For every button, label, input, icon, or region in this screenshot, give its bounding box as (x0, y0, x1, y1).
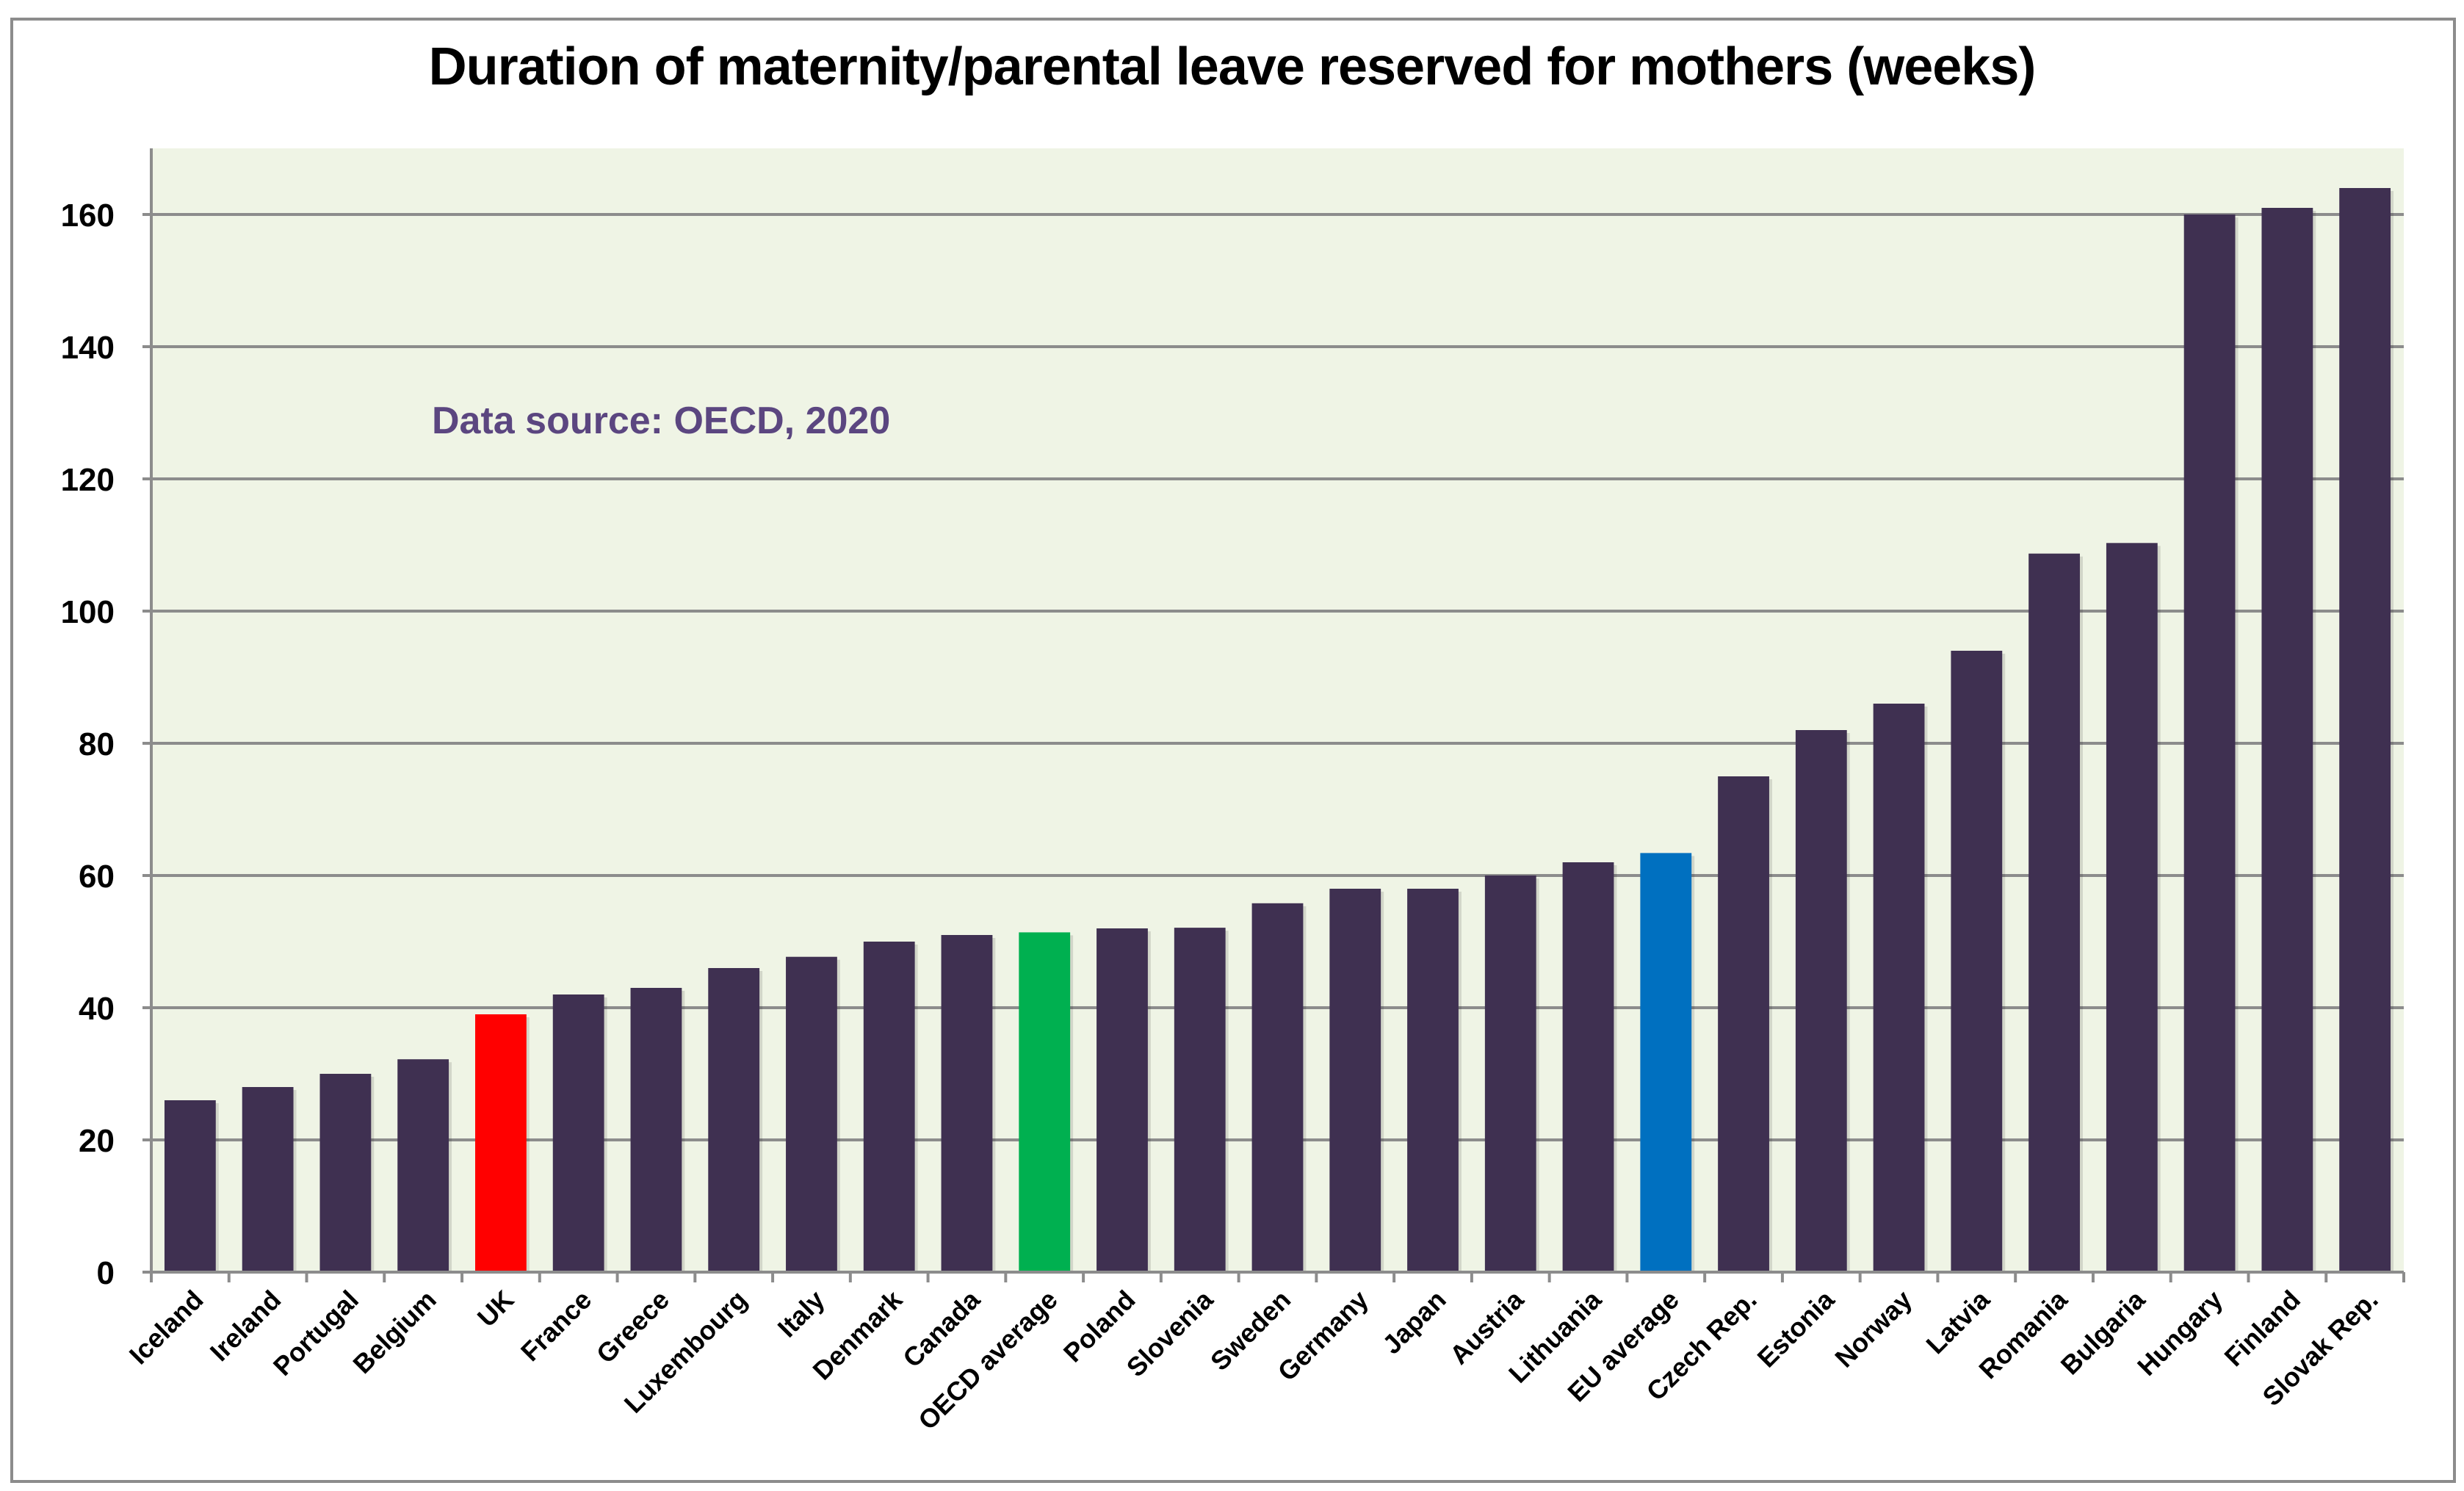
bar-iceland (164, 1100, 216, 1272)
y-tick-label: 100 (61, 594, 115, 630)
chart-title: Duration of maternity/parental leave res… (428, 37, 2037, 96)
x-tick-label: UK (472, 1285, 520, 1333)
y-tick-label: 0 (97, 1255, 115, 1291)
bar-france (552, 994, 604, 1272)
y-tick-label: 120 (61, 462, 115, 498)
bar-portugal (319, 1074, 372, 1272)
x-tick-label: Slovenia (1121, 1284, 1219, 1382)
bar-oecd-average (1019, 932, 1071, 1272)
bar-greece (630, 988, 682, 1272)
y-tick-label: 80 (79, 726, 115, 762)
bar-slovenia (1174, 928, 1226, 1272)
bars (164, 188, 2394, 1272)
y-tick-label: 140 (61, 330, 115, 366)
x-tick-label: OECD average (912, 1285, 1063, 1436)
bar-estonia (1795, 730, 1847, 1272)
x-tick-label: Iceland (123, 1285, 209, 1371)
bar-romania (2028, 553, 2080, 1272)
bar-luxembourg (708, 968, 760, 1272)
bar-finland (2261, 208, 2313, 1272)
bar-lithuania (1562, 862, 1614, 1272)
y-tick-label: 60 (79, 859, 115, 895)
bar-eu-average (1640, 853, 1692, 1272)
y-tick-label: 160 (61, 198, 115, 234)
y-axis-ticks: 0 20 40 60 80 100 120 140 160 (61, 198, 151, 1291)
bar-poland (1096, 928, 1148, 1272)
bar-bulgaria (2106, 543, 2158, 1272)
x-tick-label: Hungary (2131, 1285, 2228, 1382)
bar-austria (1484, 876, 1536, 1272)
x-tick-label: Portugal (267, 1285, 364, 1382)
x-tick-label: France (515, 1285, 597, 1367)
x-tick-label: Norway (1829, 1285, 1918, 1373)
bar-canada (941, 935, 993, 1272)
gridlines (151, 213, 2404, 1141)
bar-belgium (397, 1059, 449, 1272)
x-tick-label: Belgium (347, 1285, 441, 1379)
y-tick-label: 20 (79, 1123, 115, 1159)
x-axis-ticks (150, 1272, 2405, 1282)
x-tick-label: Latvia (1920, 1284, 1995, 1360)
data-source-annotation: Data source: OECD, 2020 (432, 400, 890, 442)
bar-uk (475, 1014, 527, 1272)
bar-slovak-rep (2339, 188, 2391, 1272)
bar-japan (1407, 889, 1459, 1272)
x-tick-label: Estonia (1752, 1284, 1841, 1373)
x-tick-label: Italy (772, 1285, 831, 1343)
bar-ireland (242, 1087, 294, 1272)
bar-germany (1329, 889, 1381, 1272)
bar-norway (1873, 704, 1925, 1272)
x-tick-label: Japan (1376, 1285, 1452, 1360)
bar-sweden (1251, 903, 1304, 1272)
bar-hungary (2183, 214, 2236, 1272)
bar-italy (786, 956, 837, 1272)
y-tick-label: 40 (79, 991, 115, 1027)
bar-denmark (863, 942, 915, 1272)
bar-latvia (1951, 651, 2003, 1272)
bar-czech-rep (1718, 776, 1769, 1272)
